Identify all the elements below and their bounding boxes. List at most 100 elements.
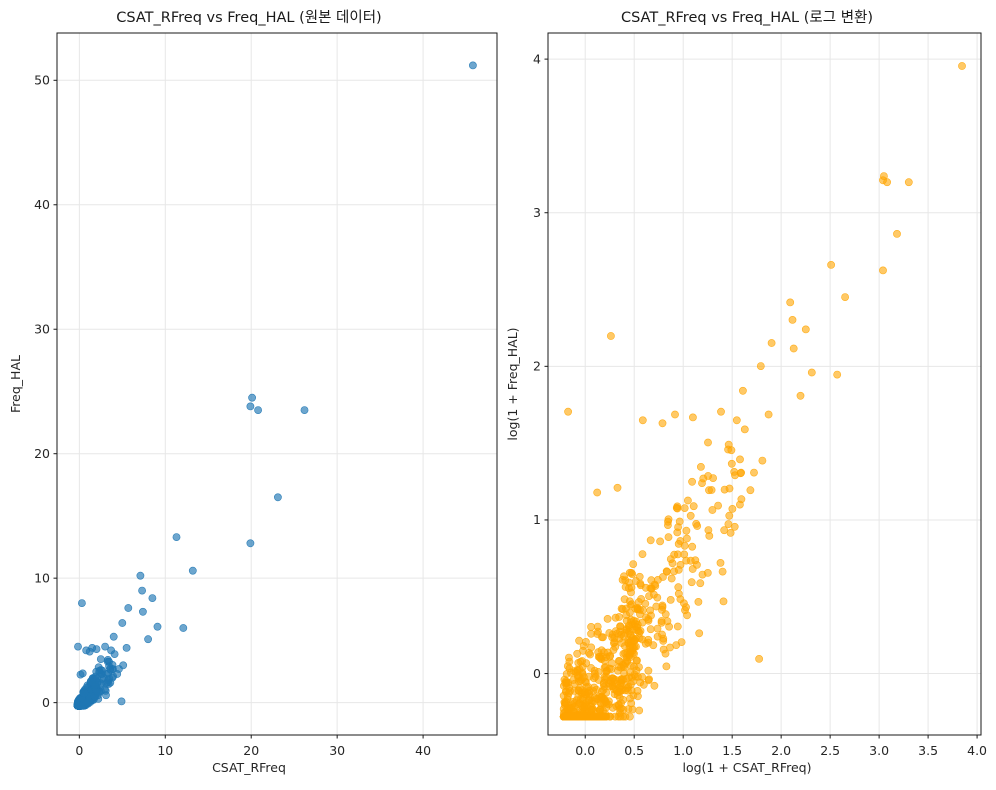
y-tick-label: 2 (533, 359, 541, 374)
data-point (76, 670, 85, 679)
data-point (122, 644, 131, 652)
data-point (740, 425, 749, 434)
data-point (626, 649, 634, 657)
x-axis-label-raw: CSAT_RFreq (212, 760, 286, 775)
data-point (82, 646, 91, 655)
data-point (96, 655, 105, 663)
y-axis-label-raw: Freq_HAL (8, 355, 23, 413)
y-tick-label: 20 (34, 446, 50, 461)
data-point (767, 339, 776, 347)
data-point (617, 699, 625, 707)
data-point (728, 504, 737, 513)
data-point (118, 619, 127, 627)
data-point (688, 477, 696, 486)
data-point (879, 266, 887, 275)
data-point (667, 574, 676, 583)
x-tick-label: 0.5 (624, 743, 644, 758)
data-point (662, 662, 671, 671)
data-point (104, 656, 112, 664)
scatter-plot-raw: 0 10 20 30 40 0 10 20 30 40 50 (34, 32, 498, 758)
data-point (657, 617, 666, 625)
data-point (624, 584, 633, 593)
data-point (758, 456, 767, 465)
data-point (689, 502, 698, 511)
y-tick-label: 10 (34, 570, 50, 585)
data-point (610, 639, 618, 648)
data-point (615, 613, 623, 621)
data-point (682, 556, 691, 565)
data-point (883, 178, 891, 187)
chart-title-raw: CSAT_RFreq vs Freq_HAL (원본 데이터) (116, 10, 382, 26)
x-tick-label: 2.0 (771, 743, 791, 758)
data-point (625, 627, 634, 636)
data-point (300, 406, 309, 414)
data-point (638, 550, 647, 558)
data-point (716, 559, 725, 567)
scatter-points (559, 62, 966, 721)
data-point (650, 681, 659, 690)
data-point (636, 627, 645, 635)
data-point (138, 607, 147, 616)
data-point (590, 683, 599, 692)
data-point (594, 676, 603, 684)
data-point (607, 332, 615, 340)
x-tick-label: 0 (75, 743, 83, 758)
data-point (696, 579, 705, 588)
data-point (756, 362, 765, 370)
data-point (564, 407, 572, 416)
chart-title-log: CSAT_RFreq vs Freq_HAL (로그 변환) (620, 10, 874, 26)
data-point (97, 666, 105, 674)
data-point (468, 61, 477, 70)
y-tick-label: 50 (34, 72, 50, 87)
data-point (673, 622, 682, 631)
data-point (605, 652, 614, 661)
x-axis-label-log: log(1 + CSAT_RFreq) (682, 760, 812, 775)
data-point (708, 506, 717, 514)
data-point (671, 410, 679, 419)
data-point (686, 511, 695, 520)
data-point (736, 455, 744, 464)
data-point (682, 603, 690, 612)
data-point (704, 526, 713, 534)
y-tick-label: 30 (34, 321, 50, 336)
data-point (602, 688, 611, 697)
data-point (605, 679, 613, 688)
data-point (807, 368, 816, 377)
x-tick-label: 0.0 (575, 743, 595, 758)
data-point (731, 471, 739, 480)
data-point (827, 260, 835, 269)
data-point (718, 567, 727, 576)
data-point (732, 416, 741, 425)
data-point (569, 676, 578, 684)
data-point (674, 523, 682, 531)
data-point (94, 688, 103, 697)
data-point (893, 229, 901, 238)
data-point (587, 629, 595, 638)
data-point (653, 593, 662, 602)
data-point (682, 526, 691, 535)
data-point (638, 416, 647, 425)
y-tick-label: 4 (533, 51, 541, 66)
scatter-plot-log: 0.0 0.5 1.0 1.5 2.0 2.5 3.0 3.5 4.0 0 1 2 3 4 (533, 32, 987, 758)
data-point (626, 641, 635, 650)
data-point (714, 501, 722, 510)
data-point (703, 569, 712, 577)
data-point (664, 533, 673, 541)
data-point (110, 650, 119, 658)
data-point (724, 440, 733, 449)
data-point (617, 604, 626, 613)
data-point (717, 407, 725, 416)
scatter-points (73, 61, 477, 710)
data-point (704, 472, 712, 480)
y-tick-label: 40 (34, 197, 50, 212)
data-point (786, 298, 795, 307)
x-tick-label: 1.5 (722, 743, 742, 758)
data-point (587, 623, 595, 631)
data-point (676, 595, 685, 603)
data-point (645, 592, 653, 600)
data-point (672, 503, 681, 512)
data-point (604, 700, 613, 709)
data-point (682, 534, 691, 543)
data-point (74, 642, 82, 651)
data-point (644, 638, 653, 647)
